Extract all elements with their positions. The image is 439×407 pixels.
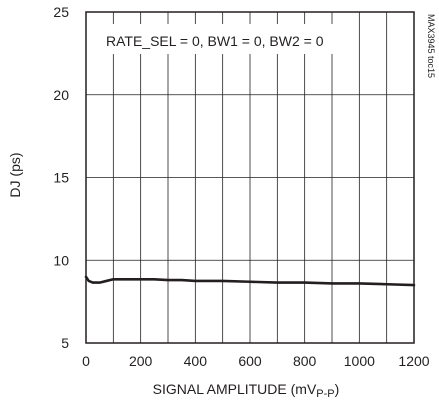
y-tick-label: 5 bbox=[61, 335, 69, 351]
y-tick-label: 15 bbox=[53, 170, 69, 186]
y-tick-label: 10 bbox=[53, 252, 69, 268]
series-layer bbox=[84, 275, 416, 287]
x-tick-label: 0 bbox=[82, 353, 90, 369]
x-axis-title: SIGNAL AMPLITUDE (mVP-P) bbox=[153, 381, 340, 400]
x-axis-tick-labels: 0 200 400 600 800 1000 1200 bbox=[82, 353, 430, 369]
x-axis-title-close: ) bbox=[335, 381, 340, 397]
y-axis-title: DJ (ps) bbox=[7, 152, 23, 197]
series-line bbox=[84, 275, 416, 287]
grid-lines bbox=[86, 12, 414, 343]
figure-code-label: MAX3945 toc15 bbox=[426, 14, 436, 78]
chart-annotation: RATE_SEL = 0, BW1 = 0, BW2 = 0 bbox=[106, 33, 324, 49]
x-axis-title-main: SIGNAL AMPLITUDE (mV bbox=[153, 381, 317, 397]
annotation-background bbox=[96, 24, 346, 54]
x-tick-label: 1200 bbox=[398, 353, 429, 369]
y-tick-label: 25 bbox=[53, 4, 69, 20]
x-tick-label: 200 bbox=[129, 353, 153, 369]
x-tick-label: 800 bbox=[293, 353, 317, 369]
y-tick-label: 20 bbox=[53, 87, 69, 103]
x-tick-label: 600 bbox=[238, 353, 262, 369]
plot-area-frame bbox=[85, 11, 415, 344]
x-axis-title-subscript: P-P bbox=[316, 388, 334, 400]
x-tick-label: 400 bbox=[184, 353, 208, 369]
y-axis-tick-labels: 5 10 15 20 25 bbox=[53, 4, 69, 351]
x-tick-label: 1000 bbox=[344, 353, 375, 369]
